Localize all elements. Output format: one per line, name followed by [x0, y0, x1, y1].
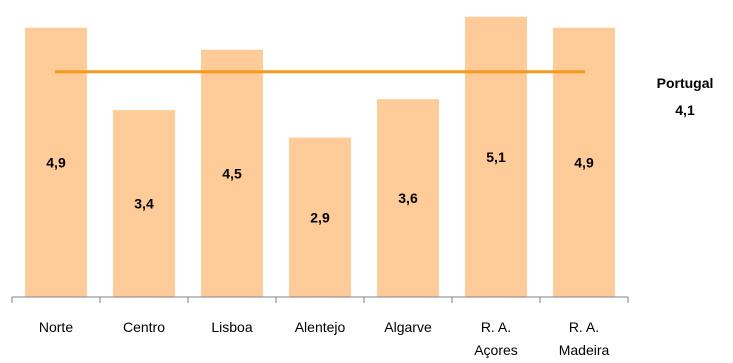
reference-line-label: Portugal	[657, 75, 714, 91]
category-label: R. A.	[481, 319, 511, 335]
bar-value-label: 2,9	[310, 209, 330, 225]
bar	[289, 137, 351, 297]
category-label: Algarve	[384, 319, 432, 335]
bar-value-label: 5,1	[486, 149, 506, 165]
reference-line-value-label: 4,1	[675, 102, 695, 118]
bars-group	[25, 16, 615, 298]
category-label: Centro	[123, 319, 165, 335]
bar	[465, 16, 527, 298]
bar-value-label: 4,9	[46, 154, 66, 170]
x-axis-ticks-group	[11, 297, 629, 303]
bar	[201, 49, 263, 297]
bar-value-label: 4,9	[574, 154, 594, 170]
category-labels-group: Norte Centro Lisboa Alentejo Algarve R. A. Aço…	[39, 319, 610, 358]
value-labels-group: 4,9 3,4 4,5 2,9 3,6 5,1 4,9	[46, 149, 594, 225]
bar-value-label: 4,5	[222, 165, 242, 181]
category-label: R. A.	[569, 319, 599, 335]
bar-value-label: 3,4	[134, 196, 154, 212]
category-label: Açores	[474, 342, 518, 358]
category-label: Alentejo	[295, 319, 346, 335]
bar	[377, 99, 439, 297]
category-label: Madeira	[559, 342, 610, 358]
category-label: Lisboa	[211, 319, 252, 335]
category-label: Norte	[39, 319, 73, 335]
bar-value-label: 3,6	[398, 190, 418, 206]
bar	[113, 110, 175, 298]
